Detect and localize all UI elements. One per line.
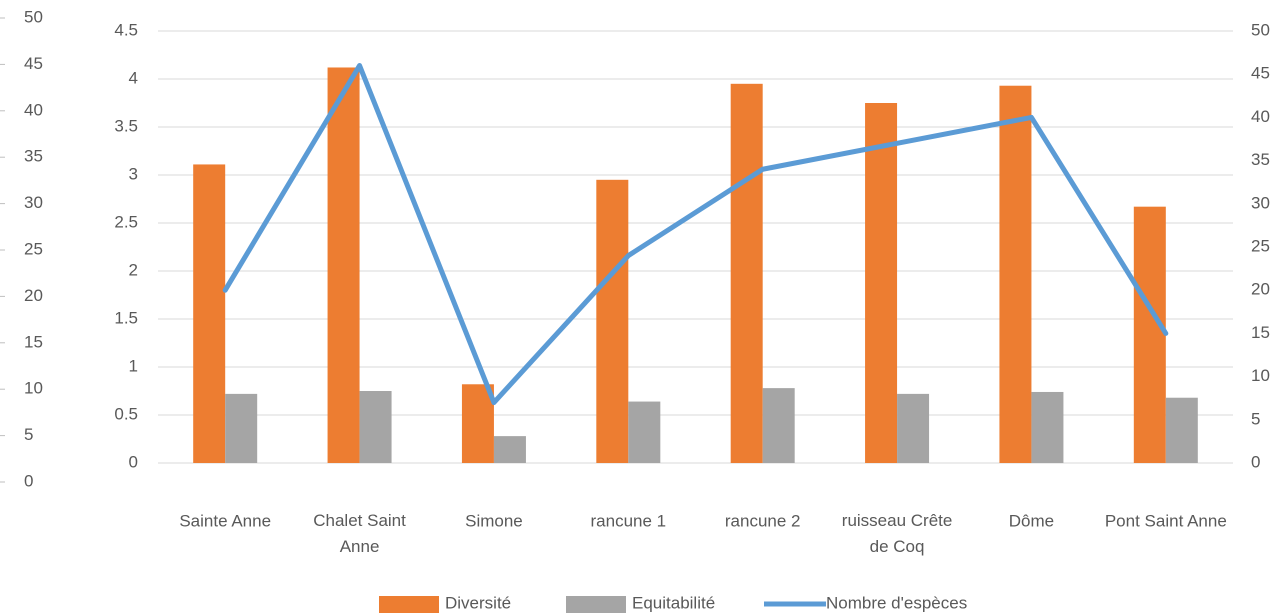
- bar: [1133, 206, 1166, 463]
- y3-tick-label: 10: [24, 379, 43, 398]
- x-tick-label: ruisseau Crête de Coq: [842, 511, 953, 556]
- bar: [493, 436, 526, 463]
- y2-tick-label: 45: [1251, 64, 1270, 83]
- x-tick-label: rancune 2: [725, 511, 801, 530]
- y3-tick-label: 45: [24, 54, 43, 73]
- y-tick-label: 2.5: [114, 212, 138, 231]
- x-tick-label: Chalet Saint Anne: [313, 511, 406, 556]
- y3-tick-label: 20: [24, 286, 43, 305]
- y-tick-label: 1: [129, 356, 138, 375]
- y3-tick-label: 50: [24, 7, 43, 26]
- bar: [1165, 397, 1198, 463]
- bar: [225, 393, 258, 463]
- y-tick-label: 1.5: [114, 308, 138, 327]
- bar: [628, 401, 661, 463]
- legend-swatch: [566, 596, 626, 613]
- y-tick-label: 0.5: [114, 404, 138, 423]
- bar: [327, 67, 360, 463]
- bar: [461, 384, 494, 463]
- y2-tick-label: 25: [1251, 236, 1270, 255]
- y2-tick-label: 5: [1251, 409, 1260, 428]
- bar: [359, 391, 392, 463]
- y-tick-label: 0: [129, 452, 138, 471]
- x-tick-label: Dôme: [1009, 511, 1054, 530]
- bar: [596, 179, 629, 464]
- y-tick-label: 4: [129, 68, 138, 87]
- legend-swatch: [379, 596, 439, 613]
- legend-label: Diversité: [445, 593, 511, 612]
- y3-tick-label: 0: [24, 471, 33, 490]
- y2-tick-label: 10: [1251, 366, 1270, 385]
- bar: [999, 85, 1032, 463]
- y-tick-label: 2: [129, 260, 138, 279]
- y2-tick-label: 30: [1251, 193, 1270, 212]
- y2-tick-label: 40: [1251, 107, 1270, 126]
- bar: [762, 388, 795, 463]
- y-tick-label: 3.5: [114, 116, 138, 135]
- y2-tick-label: 35: [1251, 150, 1270, 169]
- x-tick-label: Simone: [465, 511, 523, 530]
- y3-tick-label: 15: [24, 332, 43, 351]
- bar: [193, 164, 226, 463]
- y3-tick-label: 5: [24, 425, 33, 444]
- line: [222, 63, 1169, 406]
- y2-tick-label: 20: [1251, 280, 1270, 299]
- bar: [865, 103, 898, 463]
- x-tick-label: Sainte Anne: [179, 511, 271, 530]
- legend-label: Nombre d'espèces: [826, 593, 967, 612]
- bar: [1031, 391, 1064, 463]
- y3-tick-label: 30: [24, 193, 43, 212]
- y-tick-label: 4.5: [114, 20, 138, 39]
- y2-tick-label: 0: [1251, 452, 1260, 471]
- x-tick-label: rancune 1: [591, 511, 667, 530]
- y2-tick-label: 15: [1251, 323, 1270, 342]
- bar: [897, 393, 930, 463]
- y3-tick-label: 25: [24, 239, 43, 258]
- y3-tick-label: 35: [24, 147, 43, 166]
- bar: [730, 83, 763, 464]
- x-tick-label: Pont Saint Anne: [1105, 511, 1227, 530]
- y-tick-label: 3: [129, 164, 138, 183]
- y3-tick-label: 40: [24, 100, 43, 119]
- y2-tick-label: 50: [1251, 20, 1270, 39]
- legend-label: Equitabilité: [632, 593, 715, 612]
